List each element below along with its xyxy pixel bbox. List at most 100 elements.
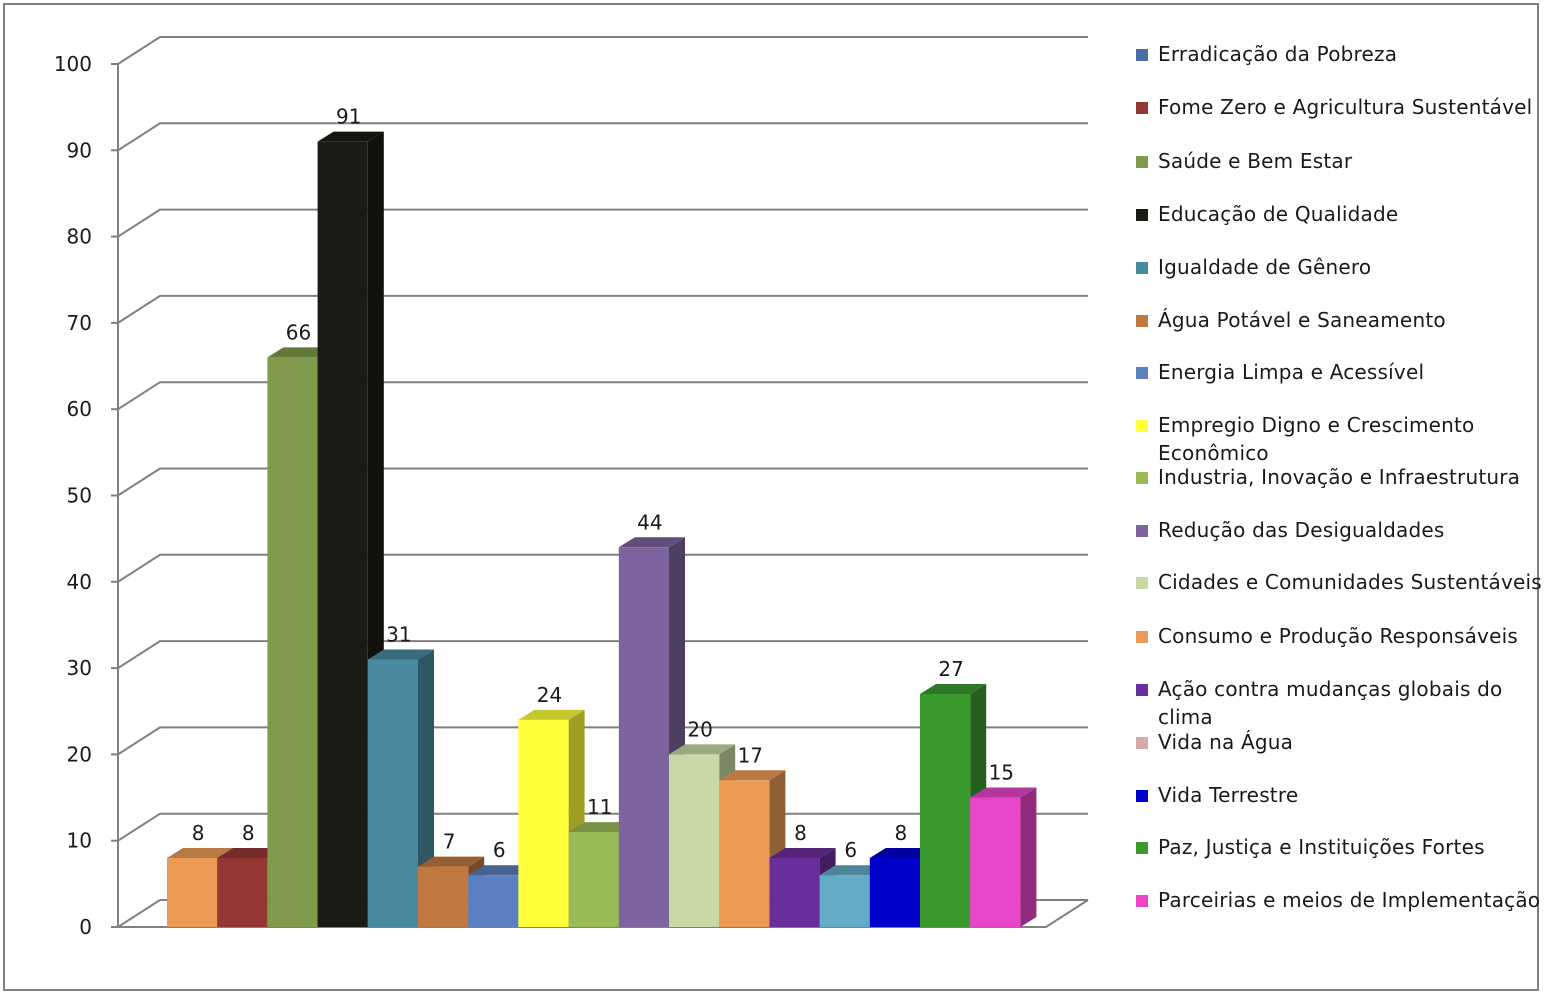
bar-top [920, 683, 987, 694]
bar [669, 754, 720, 927]
gridline [117, 381, 1088, 411]
bar-value-label: 17 [738, 743, 763, 767]
legend-swatch [1136, 472, 1148, 484]
bar-top [769, 847, 836, 858]
legend-label: Consumo e Produção Responsáveis [1158, 624, 1518, 648]
bar-top [819, 865, 886, 876]
legend-swatch [1136, 895, 1148, 907]
legend-swatch [1136, 367, 1148, 379]
bar-value-label: 24 [537, 683, 562, 707]
bar [819, 875, 870, 927]
legend-label: Energia Limpa e Acessível [1158, 360, 1425, 384]
bar [869, 857, 920, 927]
gridline [117, 640, 1088, 669]
bar-value-label: 44 [637, 510, 662, 534]
legend-label: Vida na Água [1158, 730, 1294, 754]
bar [367, 659, 418, 927]
legend-swatch [1136, 420, 1148, 432]
legend-swatch [1136, 737, 1148, 749]
bar-top [167, 847, 234, 858]
legend-swatch [1136, 209, 1148, 221]
gridline [117, 208, 1088, 238]
bar-top [267, 347, 334, 358]
bar-side [1020, 787, 1037, 927]
bar [217, 857, 268, 927]
bar-value-label: 27 [938, 657, 963, 681]
gridline [117, 726, 1088, 756]
y-tick-label: 30 [67, 656, 92, 680]
bar-value-label: 7 [443, 830, 456, 854]
legend-swatch [1136, 102, 1148, 114]
legend-label: Igualdade de Gênero [1158, 255, 1372, 279]
bar-top [367, 649, 434, 660]
bar-value-label: 8 [794, 821, 807, 845]
gridline [117, 467, 1088, 497]
bar-value-label: 20 [687, 717, 712, 741]
legend-swatch [1136, 631, 1148, 643]
legend-label: Saúde e Bem Estar [1158, 149, 1353, 173]
legend-swatch [1136, 156, 1148, 168]
floor-edge-left [117, 899, 161, 928]
bar-value-label: 31 [386, 622, 411, 646]
legend-label: Cidades e Comunidades Sustentáveis [1158, 570, 1542, 594]
bar [568, 832, 619, 927]
bar-top [568, 822, 635, 833]
bar-side [418, 649, 434, 927]
bar [920, 693, 971, 927]
legend-swatch [1136, 577, 1148, 589]
bar-top [719, 770, 786, 781]
bar-value-label: 6 [493, 838, 506, 862]
bar-top [418, 856, 485, 867]
y-tick-label: 40 [67, 570, 92, 594]
legend-label: Redução das Desigualdades [1158, 518, 1445, 542]
bar-value-label: 91 [336, 105, 361, 129]
bar [317, 141, 368, 928]
legend-label: Empregio Digno e Crescimento Econômico [1158, 413, 1475, 465]
gridline [117, 122, 1088, 152]
bar [267, 357, 318, 927]
legend-swatch [1136, 842, 1148, 854]
y-tick-label: 0 [79, 915, 92, 939]
bar-value-label: 8 [192, 821, 205, 845]
legend-label: Ação contra mudanças globais do clima [1158, 677, 1503, 729]
bar [468, 875, 519, 927]
bar-value-label: 15 [989, 761, 1014, 785]
legend-label: Água Potável e Saneamento [1158, 308, 1446, 332]
bar-top [217, 847, 284, 858]
bar-top [869, 847, 936, 858]
y-tick-label: 90 [67, 138, 92, 162]
bar-value-label: 6 [844, 838, 857, 862]
legend-swatch [1136, 49, 1148, 61]
legend-label: Parceirias e meios de Implementação [1158, 888, 1541, 912]
y-tick-label: 10 [67, 829, 92, 853]
bar-top [669, 744, 736, 755]
legend-swatch [1136, 525, 1148, 537]
bar [719, 780, 770, 927]
gridline [117, 294, 1088, 324]
y-tick-label: 50 [67, 484, 92, 508]
y-tick-label: 20 [67, 742, 92, 766]
chart-legend: Erradicação da Pobreza Fome Zero e Agric… [1136, 38, 1544, 948]
y-tick-label: 80 [67, 225, 92, 249]
y-tick-label: 70 [67, 311, 92, 335]
bar-top [618, 537, 685, 548]
bar-top [317, 131, 384, 142]
legend-swatch [1136, 684, 1148, 696]
bar [970, 797, 1021, 927]
bar-value-label: 66 [286, 320, 311, 344]
bar [167, 857, 218, 927]
legend-label: Educação de Qualidade [1158, 202, 1399, 226]
bar-top [970, 787, 1037, 798]
bar-value-label: 8 [242, 821, 255, 845]
bar [518, 719, 569, 927]
legend-swatch [1136, 315, 1148, 327]
legend-label: Erradicação da Pobreza [1158, 42, 1398, 66]
bar-top [468, 865, 535, 876]
bar [418, 866, 469, 927]
y-tick-label: 100 [54, 52, 92, 76]
legend-label: Paz, Justiça e Instituições Fortes [1158, 835, 1485, 859]
legend-label: Vida Terrestre [1158, 783, 1299, 807]
bar-top [518, 709, 585, 720]
bar-value-label: 8 [895, 821, 908, 845]
